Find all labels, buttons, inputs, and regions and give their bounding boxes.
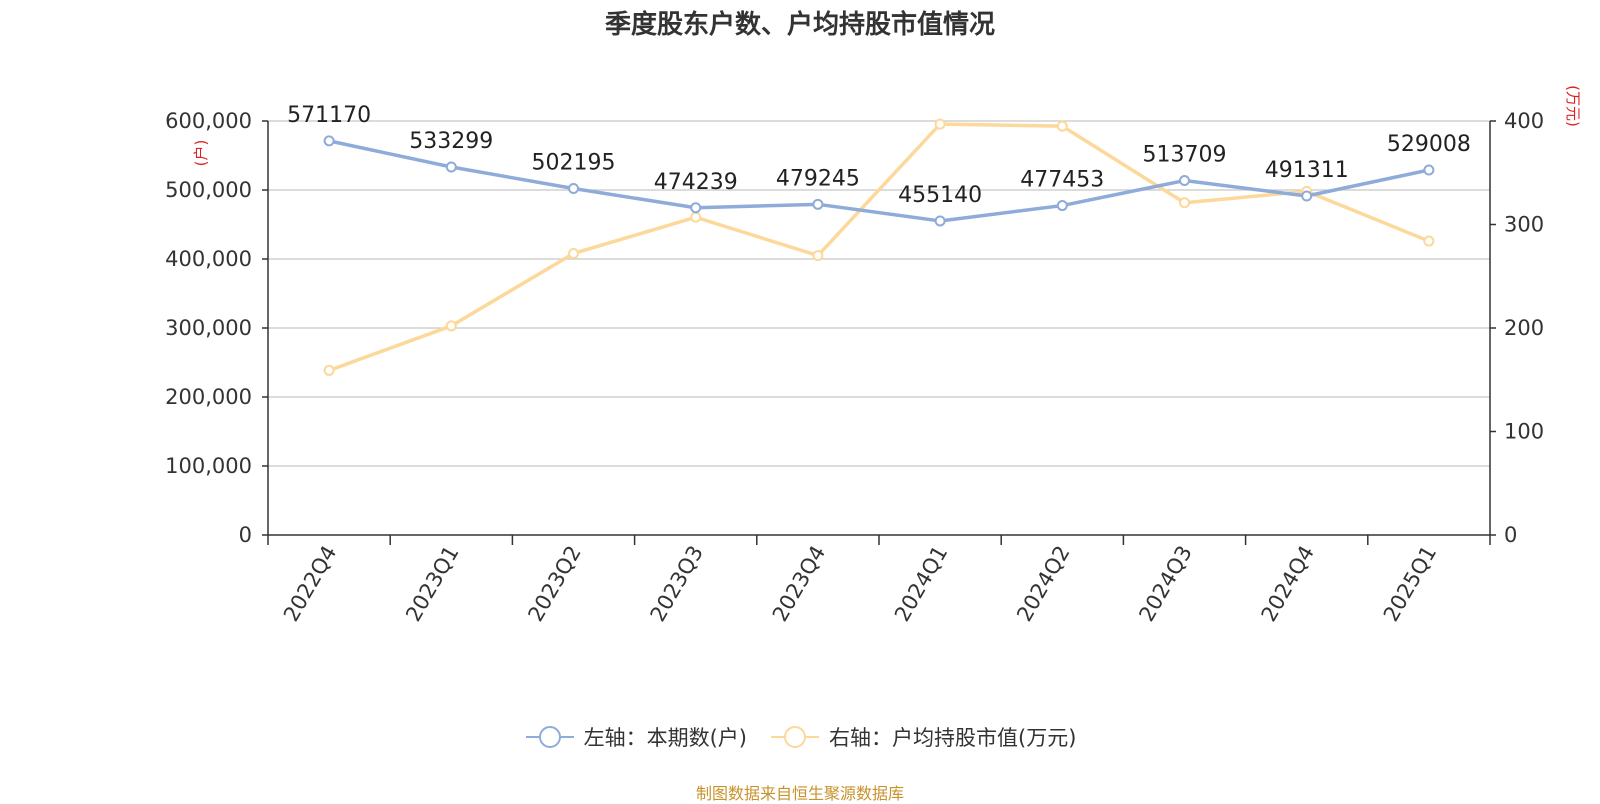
data-label: 533299	[409, 129, 493, 154]
x-axis-tick-label: 2024Q4	[1257, 542, 1319, 626]
x-axis-tick-label: 2023Q1	[401, 542, 463, 626]
left-axis-unit-label: (户)	[192, 140, 210, 167]
right-axis-tick-label: 300	[1504, 213, 1544, 237]
left-axis-tick-label: 300,000	[165, 316, 252, 340]
right-axis-unit-label: (万元)	[1564, 85, 1582, 127]
right-axis-tick-label: 200	[1504, 316, 1544, 340]
point-shareholders	[1301, 190, 1313, 202]
point-avg-value	[690, 211, 702, 223]
x-axis-tick-label: 2023Q4	[768, 542, 830, 626]
legend-item-left-series[interactable]: 左轴：本期数(户)	[524, 722, 747, 752]
gridlines	[268, 120, 1490, 467]
data-label: 477453	[1020, 168, 1104, 193]
point-shareholders	[445, 161, 457, 173]
series-line-shareholders	[328, 139, 1430, 223]
data-label: 491311	[1265, 158, 1349, 183]
legend-item-right-series[interactable]: 右轴：户均持股市值(万元)	[769, 722, 1076, 752]
point-shareholders	[568, 182, 579, 194]
point-avg-value	[934, 118, 946, 130]
point-shareholders	[690, 202, 702, 214]
legend-marker-left-icon	[525, 726, 574, 748]
right-axis-tick-label: 0	[1504, 523, 1517, 547]
point-shareholders	[934, 215, 946, 227]
x-axis-tick-label: 2024Q2	[1012, 542, 1074, 626]
left-axis-tick-label: 500,000	[165, 178, 252, 202]
x-axis-tick-label: 2025Q1	[1379, 542, 1441, 626]
legend-label-right-series: 右轴：户均持股市值(万元)	[829, 726, 1077, 750]
data-label: 455140	[898, 183, 982, 208]
x-axis-tick-label: 2024Q1	[890, 542, 952, 626]
point-avg-value	[1056, 120, 1068, 132]
legend-marker-right-icon	[771, 726, 819, 748]
left-axis-tick-label: 200,000	[165, 385, 252, 409]
chart-title: 季度股东户数、户均持股市值情况	[604, 10, 995, 40]
legend-label-left-series: 左轴：本期数(户)	[583, 726, 747, 750]
point-avg-value	[568, 247, 579, 259]
point-shareholders	[1423, 164, 1435, 176]
left-axis-tick-label: 400,000	[165, 247, 252, 271]
series-line-avg-value	[328, 122, 1430, 373]
data-label: 513709	[1143, 143, 1227, 168]
x-axis-tick-label: 2024Q3	[1134, 542, 1196, 626]
point-avg-value	[1423, 235, 1435, 247]
axes	[262, 120, 1496, 545]
point-shareholders	[812, 198, 824, 210]
point-avg-value	[445, 320, 457, 332]
point-shareholders	[1056, 200, 1068, 212]
series-points	[323, 118, 1435, 376]
x-axis-ticks: 2022Q4 2023Q1 2023Q2 2023Q3 2023Q4 2024Q1 2024…	[279, 542, 1441, 626]
x-axis-tick-label: 2022Q4	[279, 542, 341, 626]
line-chart: 0 100,000 200,000 300,000 400,000 500,000 600,…	[165, 85, 1582, 626]
data-label: 474239	[654, 170, 738, 195]
left-axis-ticks: 0 100,000 200,000 300,000 400,000 500,000 600,…	[165, 109, 252, 547]
point-avg-value	[1179, 197, 1190, 209]
data-labels: 571170 533299 502195 474239 479245 455140 4774…	[287, 103, 1471, 208]
point-shareholders	[323, 135, 335, 147]
data-label: 479245	[776, 166, 860, 191]
left-axis-tick-label: 0	[239, 523, 252, 547]
right-axis-ticks: 0 100 200 300 400	[1504, 109, 1544, 547]
legend: 左轴：本期数(户) 右轴：户均持股市值(万元)	[0, 722, 1600, 752]
point-shareholders	[1179, 175, 1190, 187]
data-label: 571170	[287, 103, 371, 128]
right-axis-tick-label: 400	[1504, 109, 1544, 133]
left-axis-tick-label: 100,000	[165, 454, 252, 478]
series-lines	[328, 122, 1430, 373]
point-avg-value	[323, 364, 335, 376]
x-axis-tick-label: 2023Q2	[523, 542, 585, 626]
left-axis-tick-label: 600,000	[165, 109, 252, 133]
source-note: 制图数据来自恒生聚源数据库	[695, 784, 904, 803]
point-avg-value	[812, 250, 824, 262]
data-label: 529008	[1387, 132, 1471, 157]
x-axis-tick-label: 2023Q3	[646, 542, 708, 626]
data-label: 502195	[532, 150, 616, 175]
right-axis-tick-label: 100	[1504, 420, 1544, 444]
